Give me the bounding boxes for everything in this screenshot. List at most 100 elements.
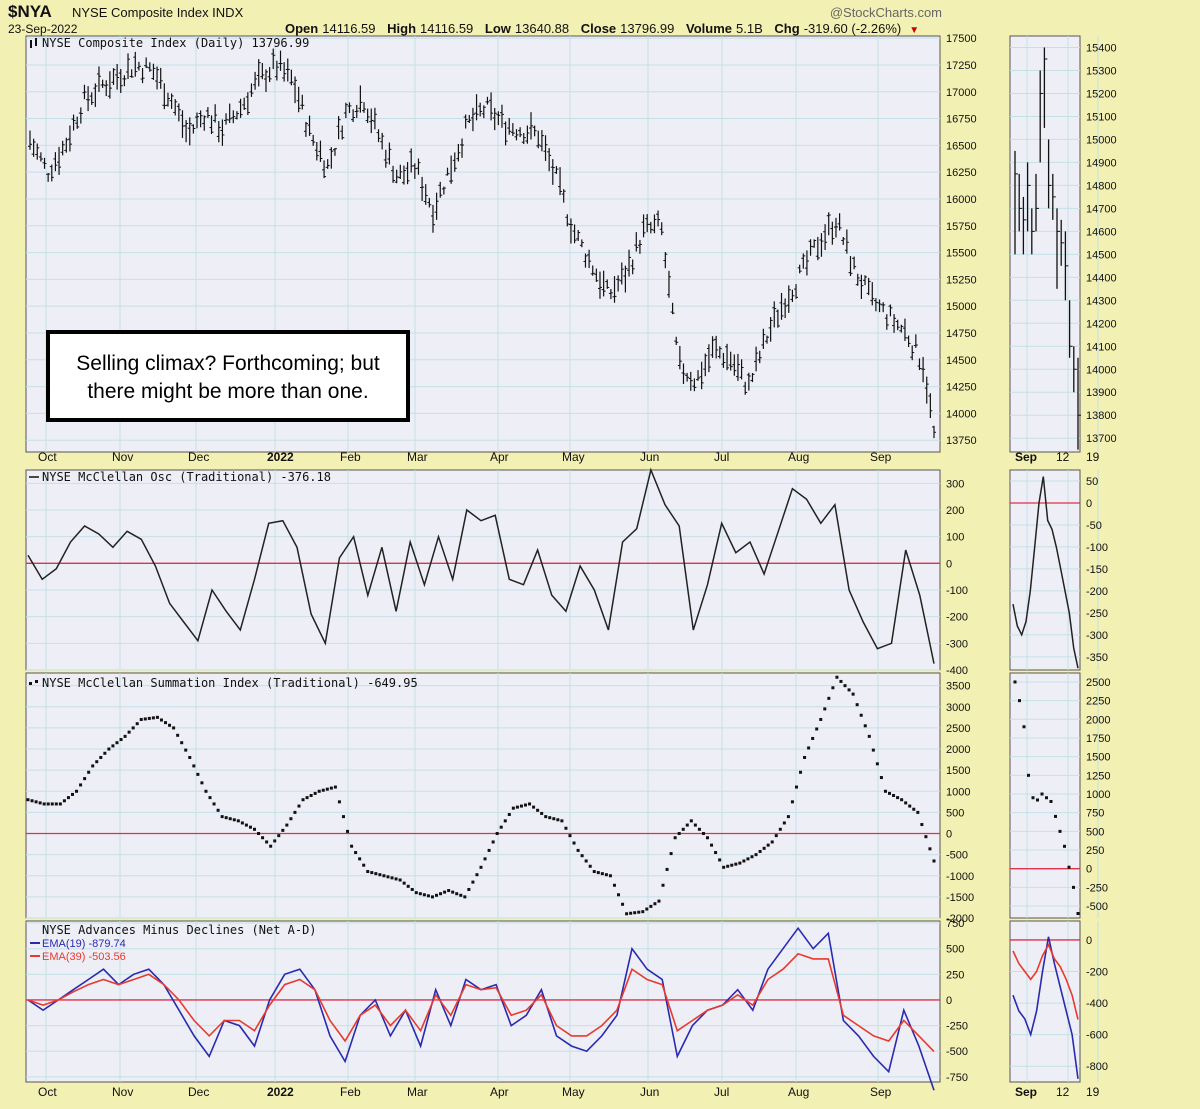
summation-point: [851, 692, 855, 696]
summation-point: [572, 841, 576, 845]
osc-right-tick-label: 50: [1086, 476, 1098, 488]
summation-point: [483, 857, 487, 861]
summation-point: [293, 810, 297, 814]
summation-point: [139, 717, 143, 721]
summation-point: [576, 848, 580, 852]
summation-point: [99, 755, 103, 759]
sum-right-tick-label: 1750: [1086, 733, 1110, 745]
summation-point: [511, 806, 515, 810]
summation-point: [289, 817, 293, 821]
summation-point: [706, 836, 709, 840]
sum-right-tick-label: 2000: [1086, 714, 1110, 726]
index-name: NYSE Composite Index INDX: [72, 5, 244, 20]
sum-right-tick-label: 2500: [1086, 677, 1110, 689]
summation-point: [135, 722, 139, 726]
summation-point: [131, 726, 135, 730]
price-right-tick-label: 13800: [1086, 410, 1117, 422]
summation-point: [38, 801, 42, 805]
summation-point: [479, 865, 483, 869]
ema39-legend-label: EMA(39) -503.56: [42, 951, 126, 963]
summation-point: [439, 892, 443, 896]
summation-point: [714, 851, 718, 855]
summation-point: [770, 840, 774, 844]
ema19-line-right: [1012, 936, 1079, 1079]
sum-tick-label: -1000: [946, 871, 974, 883]
summation-point: [896, 796, 900, 800]
price-tick-label: 17000: [946, 87, 977, 99]
summation-point: [641, 910, 645, 914]
sum-tick-label: 1000: [946, 786, 970, 798]
summation-point: [600, 872, 604, 876]
panel-title: NYSE McClellan Osc (Traditional) -376.18: [42, 470, 331, 484]
summation-point: [633, 911, 637, 915]
summation-point: [726, 864, 730, 868]
summation-point: [560, 819, 564, 823]
summation-point: [855, 703, 859, 707]
x-axis-label: 2022: [267, 450, 294, 464]
high-label: High: [387, 21, 417, 36]
summation-point: [107, 747, 111, 751]
summation-point: [912, 807, 916, 811]
sum-right-tick-label: -250: [1086, 882, 1108, 894]
summation-point: [523, 803, 527, 807]
price-tick-label: 14750: [946, 328, 977, 340]
summation-point: [378, 873, 382, 877]
ohlc-summary: Open 14116.59 High 14116.59 Low 13640.88 Cl…: [285, 21, 919, 36]
summation-point-right: [1018, 699, 1021, 703]
summation-point: [584, 859, 588, 863]
summation-point: [916, 810, 920, 814]
sum-right-tick-label: 500: [1086, 826, 1104, 838]
osc-tick-label: -100: [946, 585, 968, 597]
summation-point: [50, 802, 54, 806]
summation-point: [807, 746, 811, 750]
summation-point: [232, 818, 236, 822]
price-tick-label: 14250: [946, 382, 977, 394]
price-right-tick-label: 15000: [1086, 134, 1117, 146]
summation-point: [228, 817, 232, 821]
summation-point: [661, 883, 665, 887]
price-right-tick-label: 13900: [1086, 387, 1117, 399]
summation-point: [669, 852, 673, 856]
summation-point: [341, 815, 345, 819]
price-tick-label: 15500: [946, 248, 977, 260]
panel-2-right: [1009, 672, 1081, 919]
summation-point: [273, 839, 277, 843]
price-tick-label: 15000: [946, 301, 977, 313]
osc-line: [27, 467, 935, 664]
summation-point: [269, 844, 273, 848]
sum-right-tick-label: 0: [1086, 864, 1092, 876]
ad-right-tick-label: -600: [1086, 1030, 1108, 1042]
summation-point: [277, 834, 281, 838]
summation-point: [220, 815, 224, 819]
summation-point: [426, 894, 430, 898]
price-right-tick-label: 14200: [1086, 318, 1117, 330]
summation-point: [54, 802, 58, 806]
summation-point: [762, 846, 766, 850]
price-tick-label: 16250: [946, 167, 977, 179]
summation-point: [471, 880, 475, 884]
sum-tick-label: 500: [946, 807, 964, 819]
summation-point: [236, 819, 240, 823]
ad-right-tick-label: -800: [1086, 1061, 1108, 1073]
osc-tick-label: 300: [946, 478, 964, 490]
summation-point: [410, 887, 414, 891]
summation-point: [398, 878, 402, 882]
summation-point: [285, 823, 289, 827]
summation-point: [30, 799, 34, 803]
osc-tick-label: -400: [946, 665, 968, 677]
summation-point: [309, 794, 313, 797]
summation-point: [867, 734, 871, 738]
summation-point-right: [1013, 680, 1017, 684]
x-axis-label: Oct: [38, 1085, 57, 1099]
summation-point: [588, 864, 592, 868]
summation-point: [532, 805, 536, 809]
summation-point: [892, 794, 896, 797]
summation-point: [766, 843, 770, 847]
summation-point: [790, 800, 794, 804]
osc-right-tick-label: -200: [1086, 586, 1108, 598]
summation-point: [580, 854, 584, 858]
open-value: 14116.59: [322, 21, 376, 36]
x-axis-label-right: 12: [1056, 1085, 1070, 1099]
chg-label: Chg: [774, 21, 800, 36]
summation-point: [799, 770, 803, 774]
